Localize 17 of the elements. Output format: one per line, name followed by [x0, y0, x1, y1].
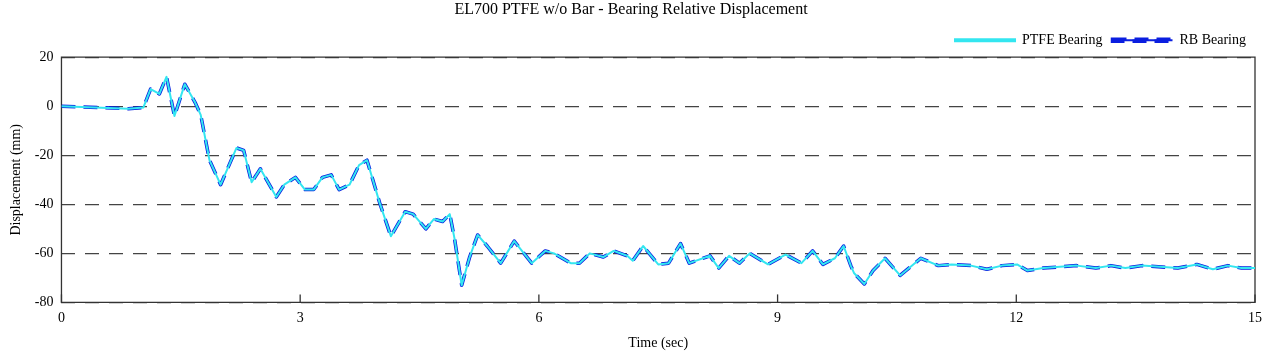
y-tick-label: -80 [34, 294, 54, 310]
y-tick-label: -40 [34, 195, 54, 211]
legend-label: RB Bearing [1179, 31, 1247, 47]
x-tick-label: 15 [1248, 310, 1262, 326]
y-axis-title: Displacement (mm) [8, 123, 25, 236]
y-tick-label: 0 [46, 97, 54, 113]
x-tick-label: 12 [1009, 310, 1024, 326]
x-axis-title: Time (sec) [628, 335, 689, 352]
chart-title: EL700 PTFE w/o Bar - Bearing Relative Displacement [454, 0, 809, 18]
legend-label: PTFE Bearing [1022, 31, 1103, 47]
y-tick-label: 20 [39, 48, 54, 64]
x-tick-label: 6 [535, 310, 543, 326]
y-tick-label: -60 [34, 245, 54, 261]
x-tick-label: 3 [296, 310, 304, 326]
y-tick-label: -20 [34, 146, 54, 162]
x-tick-label: 9 [774, 310, 782, 326]
x-tick-label: 0 [57, 310, 65, 326]
